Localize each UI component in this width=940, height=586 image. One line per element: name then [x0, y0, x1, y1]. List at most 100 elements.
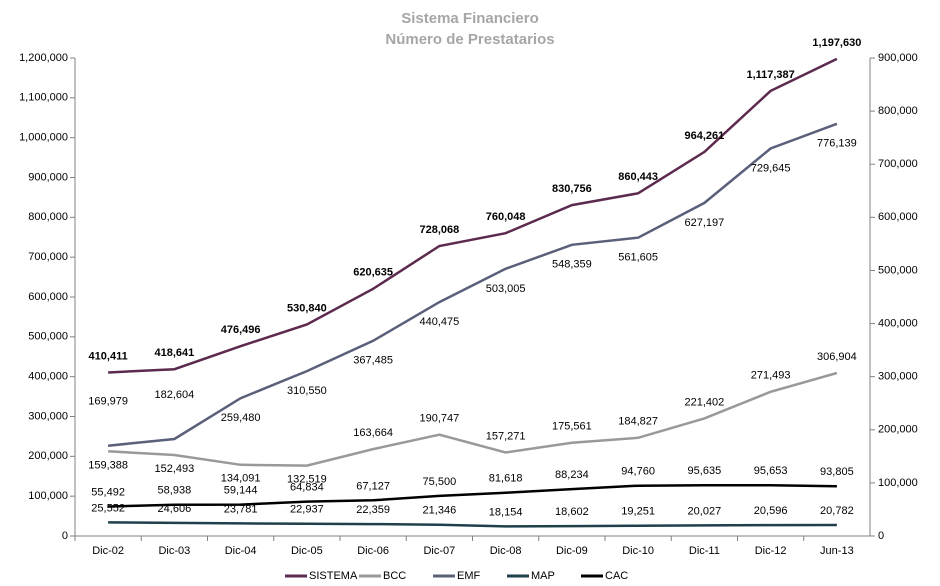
y2-tick-label: 800,000 — [878, 105, 918, 117]
data-label: 561,605 — [618, 252, 658, 264]
data-label: 503,005 — [486, 283, 526, 295]
data-label: 306,904 — [817, 351, 857, 363]
data-label: 1,117,387 — [746, 69, 794, 81]
x-tick-label: Dic-10 — [622, 545, 654, 557]
data-label: 760,048 — [486, 211, 526, 223]
x-tick-label: Dic-08 — [490, 545, 522, 557]
y-tick-label: 200,000 — [28, 450, 68, 462]
data-label: 729,645 — [751, 162, 791, 174]
data-label: 182,604 — [154, 389, 194, 401]
data-label: 21,346 — [423, 505, 457, 517]
data-label: 18,602 — [555, 506, 589, 518]
x-tick-label: Dic-07 — [423, 545, 455, 557]
data-label: 19,251 — [621, 506, 655, 518]
data-label: 964,261 — [684, 130, 724, 142]
data-label: 20,596 — [754, 505, 788, 517]
chart-subtitle: Número de Prestatarios — [385, 31, 554, 48]
data-label: 190,747 — [419, 413, 459, 425]
data-label: 22,937 — [290, 504, 324, 516]
data-label: 259,480 — [221, 412, 261, 424]
data-label: 59,144 — [224, 484, 258, 496]
y-tick-label: 0 — [62, 530, 68, 542]
data-label: 830,756 — [552, 183, 592, 195]
data-label: 1,197,630 — [812, 37, 861, 49]
data-label: 310,550 — [287, 385, 327, 397]
data-label: 88,234 — [555, 469, 589, 481]
data-label: 418,641 — [154, 347, 194, 359]
data-label: 163,664 — [353, 427, 393, 439]
y-tick-label: 600,000 — [28, 291, 68, 303]
x-tick-label: Dic-05 — [291, 545, 323, 557]
data-label: 64,834 — [290, 481, 324, 493]
x-tick-label: Dic-02 — [92, 545, 124, 557]
data-label: 159,388 — [88, 459, 128, 471]
data-label: 627,197 — [684, 217, 724, 229]
y2-tick-label: 500,000 — [878, 264, 918, 276]
x-tick-label: Dic-03 — [158, 545, 190, 557]
line-bcc — [108, 371, 838, 467]
data-label: 184,827 — [618, 416, 658, 428]
line-emf — [107, 122, 838, 447]
y2-tick-label: 400,000 — [878, 317, 918, 329]
data-label: 860,443 — [618, 171, 658, 183]
x-tick-label: Dic-06 — [357, 545, 389, 557]
data-label: 23,781 — [224, 503, 258, 515]
x-tick-label: Dic-12 — [755, 545, 787, 557]
legend-label: SISTEMA — [309, 570, 358, 582]
data-label: 94,760 — [621, 466, 655, 478]
data-label: 134,091 — [221, 473, 261, 485]
data-label: 410,411 — [89, 350, 128, 362]
data-label: 152,493 — [154, 463, 194, 475]
y2-tick-label: 100,000 — [878, 477, 918, 489]
data-label: 221,402 — [684, 396, 724, 408]
y-tick-label: 1,000,000 — [19, 132, 68, 144]
y-tick-label: 300,000 — [28, 410, 68, 422]
y2-tick-label: 300,000 — [878, 371, 918, 383]
data-label: 548,359 — [552, 259, 592, 271]
y-tick-label: 700,000 — [28, 251, 68, 263]
y2-tick-label: 200,000 — [878, 424, 918, 436]
data-label: 728,068 — [419, 224, 459, 236]
data-label: 18,154 — [489, 506, 523, 518]
y-tick-label: 100,000 — [28, 490, 68, 502]
y-tick-label: 900,000 — [28, 171, 68, 183]
x-tick-label: Jun-13 — [820, 545, 854, 557]
y-tick-label: 1,100,000 — [19, 92, 68, 104]
data-label: 58,938 — [158, 485, 192, 497]
data-label: 476,496 — [221, 324, 261, 336]
data-label: 81,618 — [489, 473, 523, 485]
legend-label: CAC — [605, 570, 628, 582]
data-label: 55,492 — [91, 486, 125, 498]
y-tick-label: 400,000 — [28, 371, 68, 383]
data-label: 530,840 — [287, 302, 327, 314]
data-label: 67,127 — [356, 480, 390, 492]
data-label: 20,782 — [820, 505, 854, 517]
y2-tick-label: 600,000 — [878, 211, 918, 223]
data-label: 440,475 — [419, 316, 459, 328]
legend-label: BCC — [383, 570, 406, 582]
data-label: 157,271 — [486, 430, 526, 442]
x-tick-label: Dic-09 — [556, 545, 588, 557]
line-sistema — [108, 57, 838, 374]
data-label: 93,805 — [820, 466, 854, 478]
x-tick-label: Dic-04 — [225, 545, 257, 557]
y2-tick-label: 900,000 — [878, 52, 918, 64]
data-label: 75,500 — [423, 476, 457, 488]
line-map — [108, 521, 837, 528]
data-label: 776,139 — [817, 138, 857, 150]
data-label: 169,979 — [88, 396, 128, 408]
data-label: 175,561 — [552, 421, 592, 433]
data-label: 271,493 — [751, 370, 791, 382]
x-tick-label: Dic-11 — [689, 545, 720, 557]
data-label: 20,027 — [688, 505, 722, 517]
data-label: 620,635 — [353, 267, 393, 279]
data-label: 132,519 — [287, 474, 327, 486]
data-label: 367,485 — [353, 355, 393, 367]
data-label: 95,653 — [754, 465, 788, 477]
legend-label: MAP — [531, 570, 555, 582]
y-tick-label: 800,000 — [28, 211, 68, 223]
legend-label: EMF — [457, 570, 481, 582]
data-label: 22,359 — [356, 504, 390, 516]
y2-tick-label: 0 — [878, 530, 884, 542]
